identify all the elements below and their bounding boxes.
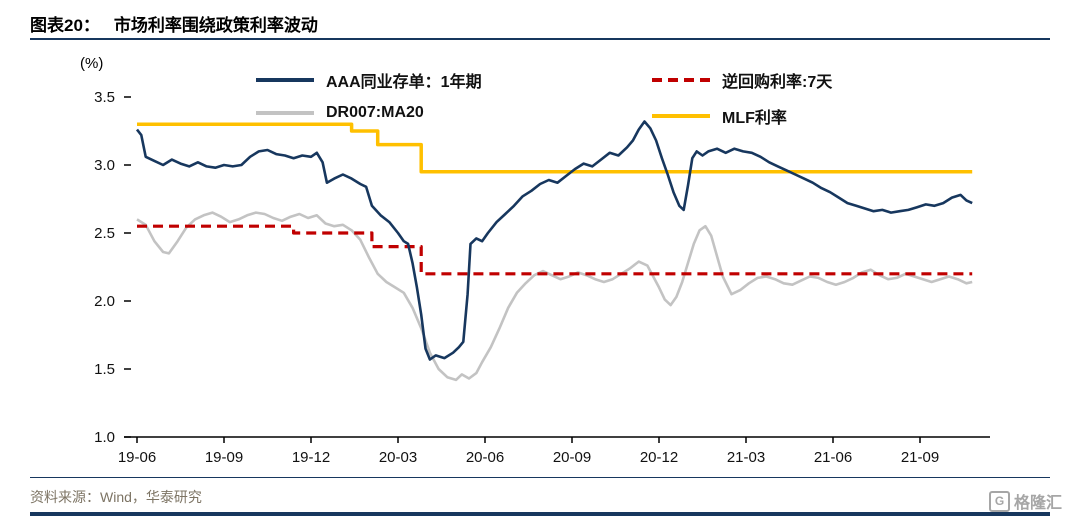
x-tick-label: 20-06 — [466, 449, 504, 466]
x-tick-label: 21-06 — [814, 449, 852, 466]
x-tick-label: 20-03 — [379, 449, 417, 466]
figure-title: 市场利率围绕政策利率波动 — [113, 16, 318, 35]
y-tick-label: 1.0 — [94, 429, 115, 446]
x-tick-label: 20-09 — [553, 449, 591, 466]
y-tick-label: 3.0 — [94, 157, 115, 174]
series-line-navy — [135, 120, 973, 361]
y-tick-label: 3.5 — [94, 89, 115, 106]
x-tick-label: 20-12 — [640, 449, 678, 466]
legend-item-reverse-repo: 逆回购利率:7天 — [652, 68, 832, 92]
data-source: 资料来源：Wind，华泰研究 — [30, 489, 202, 505]
y-tick-label: 2.0 — [94, 293, 115, 310]
series-line-yellow — [137, 122, 973, 174]
legend-item-aaa-ncd: AAA同业存单：1年期 — [256, 68, 482, 92]
series-line-red — [137, 224, 973, 276]
x-tick-label: 21-09 — [901, 449, 939, 466]
y-axis-unit-label: (%) — [80, 55, 104, 72]
legend-swatch-red-dashed-line — [652, 78, 710, 82]
legend-item-mlf: MLF利率 — [652, 104, 787, 128]
legend-swatch-gray-line — [256, 111, 314, 115]
x-tick-label: 19-12 — [292, 449, 330, 466]
x-tick-label: 19-09 — [205, 449, 243, 466]
y-tick-label: 2.5 — [94, 225, 115, 242]
page-title: 图表20： 市场利率围绕政策利率波动 — [30, 11, 318, 36]
legend-swatch-navy-line — [256, 78, 314, 82]
legend-swatch-yellow-line — [652, 114, 710, 118]
gelonghui-logo: G 格隆汇 — [988, 489, 1062, 513]
title-divider — [30, 38, 1050, 40]
series-line-gray — [136, 211, 973, 382]
figure-number: 图表20： — [30, 16, 100, 35]
x-tick-label: 21-03 — [727, 449, 765, 466]
y-tick-label: 1.5 — [94, 361, 115, 378]
footer-divider — [30, 477, 1050, 478]
legend-label: AAA同业存单：1年期 — [326, 74, 482, 91]
x-tick-label: 19-06 — [118, 449, 156, 466]
bottom-accent-bar — [30, 512, 1050, 516]
legend-label: DR007:MA20 — [326, 104, 424, 121]
legend-label: MLF利率 — [722, 110, 787, 127]
gelonghui-logo-text: 格隆汇 — [1013, 495, 1062, 512]
gelonghui-logo-icon: G — [988, 490, 1010, 512]
legend-item-dr007: DR007:MA20 — [256, 104, 424, 122]
legend-label: 逆回购利率:7天 — [722, 74, 833, 91]
